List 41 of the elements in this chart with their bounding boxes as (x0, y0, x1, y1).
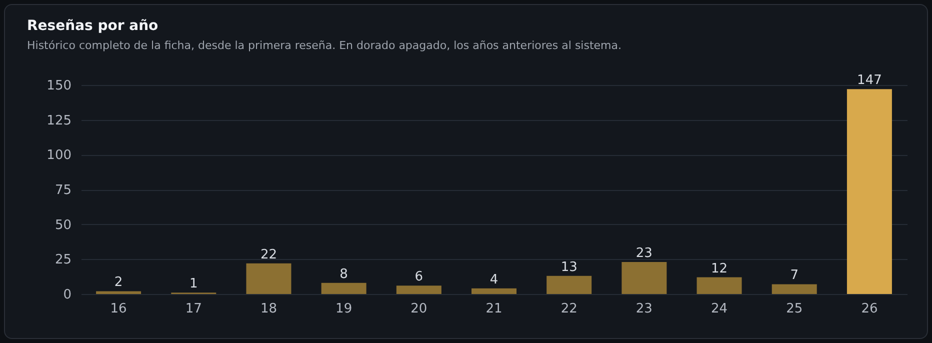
bar (846, 89, 892, 294)
data-label: 1 (189, 276, 198, 292)
bar (396, 286, 442, 294)
data-label: 13 (560, 260, 578, 275)
data-label: 147 (857, 73, 882, 88)
x-tick-label: 21 (486, 302, 502, 316)
x-tick-label: 16 (110, 302, 127, 316)
data-label: 12 (711, 261, 728, 276)
data-label: 8 (340, 266, 348, 282)
x-tick-label: 17 (185, 302, 202, 316)
x-tick-label: 26 (861, 302, 878, 316)
y-tick-label: 0 (63, 288, 72, 302)
x-tick-label: 25 (786, 302, 803, 316)
x-tick-label: 20 (410, 302, 428, 316)
chart-subtitle: Histórico completo de la ficha, desde la primera reseña. En dorado apagado, los años anteriores al sistema. (27, 39, 622, 52)
x-tick-label: 23 (636, 302, 652, 316)
x-tick-label: 22 (560, 302, 578, 316)
y-tick-label: 125 (46, 113, 72, 128)
data-label: 7 (790, 268, 799, 284)
chart-title: Reseñas por año (27, 18, 159, 34)
bar (321, 282, 366, 294)
bar (546, 276, 592, 294)
y-tick-label: 150 (46, 78, 72, 94)
bar (772, 284, 817, 294)
data-label: 4 (490, 272, 498, 288)
data-label: 22 (260, 247, 277, 262)
y-tick-label: 75 (54, 183, 72, 198)
x-tick-label: 18 (260, 302, 277, 316)
bar (622, 262, 667, 294)
data-label: 6 (414, 270, 424, 285)
x-tick-label: 19 (336, 302, 352, 316)
bar (96, 291, 142, 294)
y-tick-label: 100 (46, 148, 72, 164)
y-tick-label: 25 (54, 252, 72, 268)
x-tick-label: 24 (711, 302, 728, 316)
bar (696, 277, 742, 294)
data-label: 23 (636, 246, 652, 261)
bar (246, 263, 292, 294)
data-label: 2 (114, 275, 123, 290)
bar (472, 288, 516, 294)
y-tick-label: 50 (54, 218, 72, 233)
